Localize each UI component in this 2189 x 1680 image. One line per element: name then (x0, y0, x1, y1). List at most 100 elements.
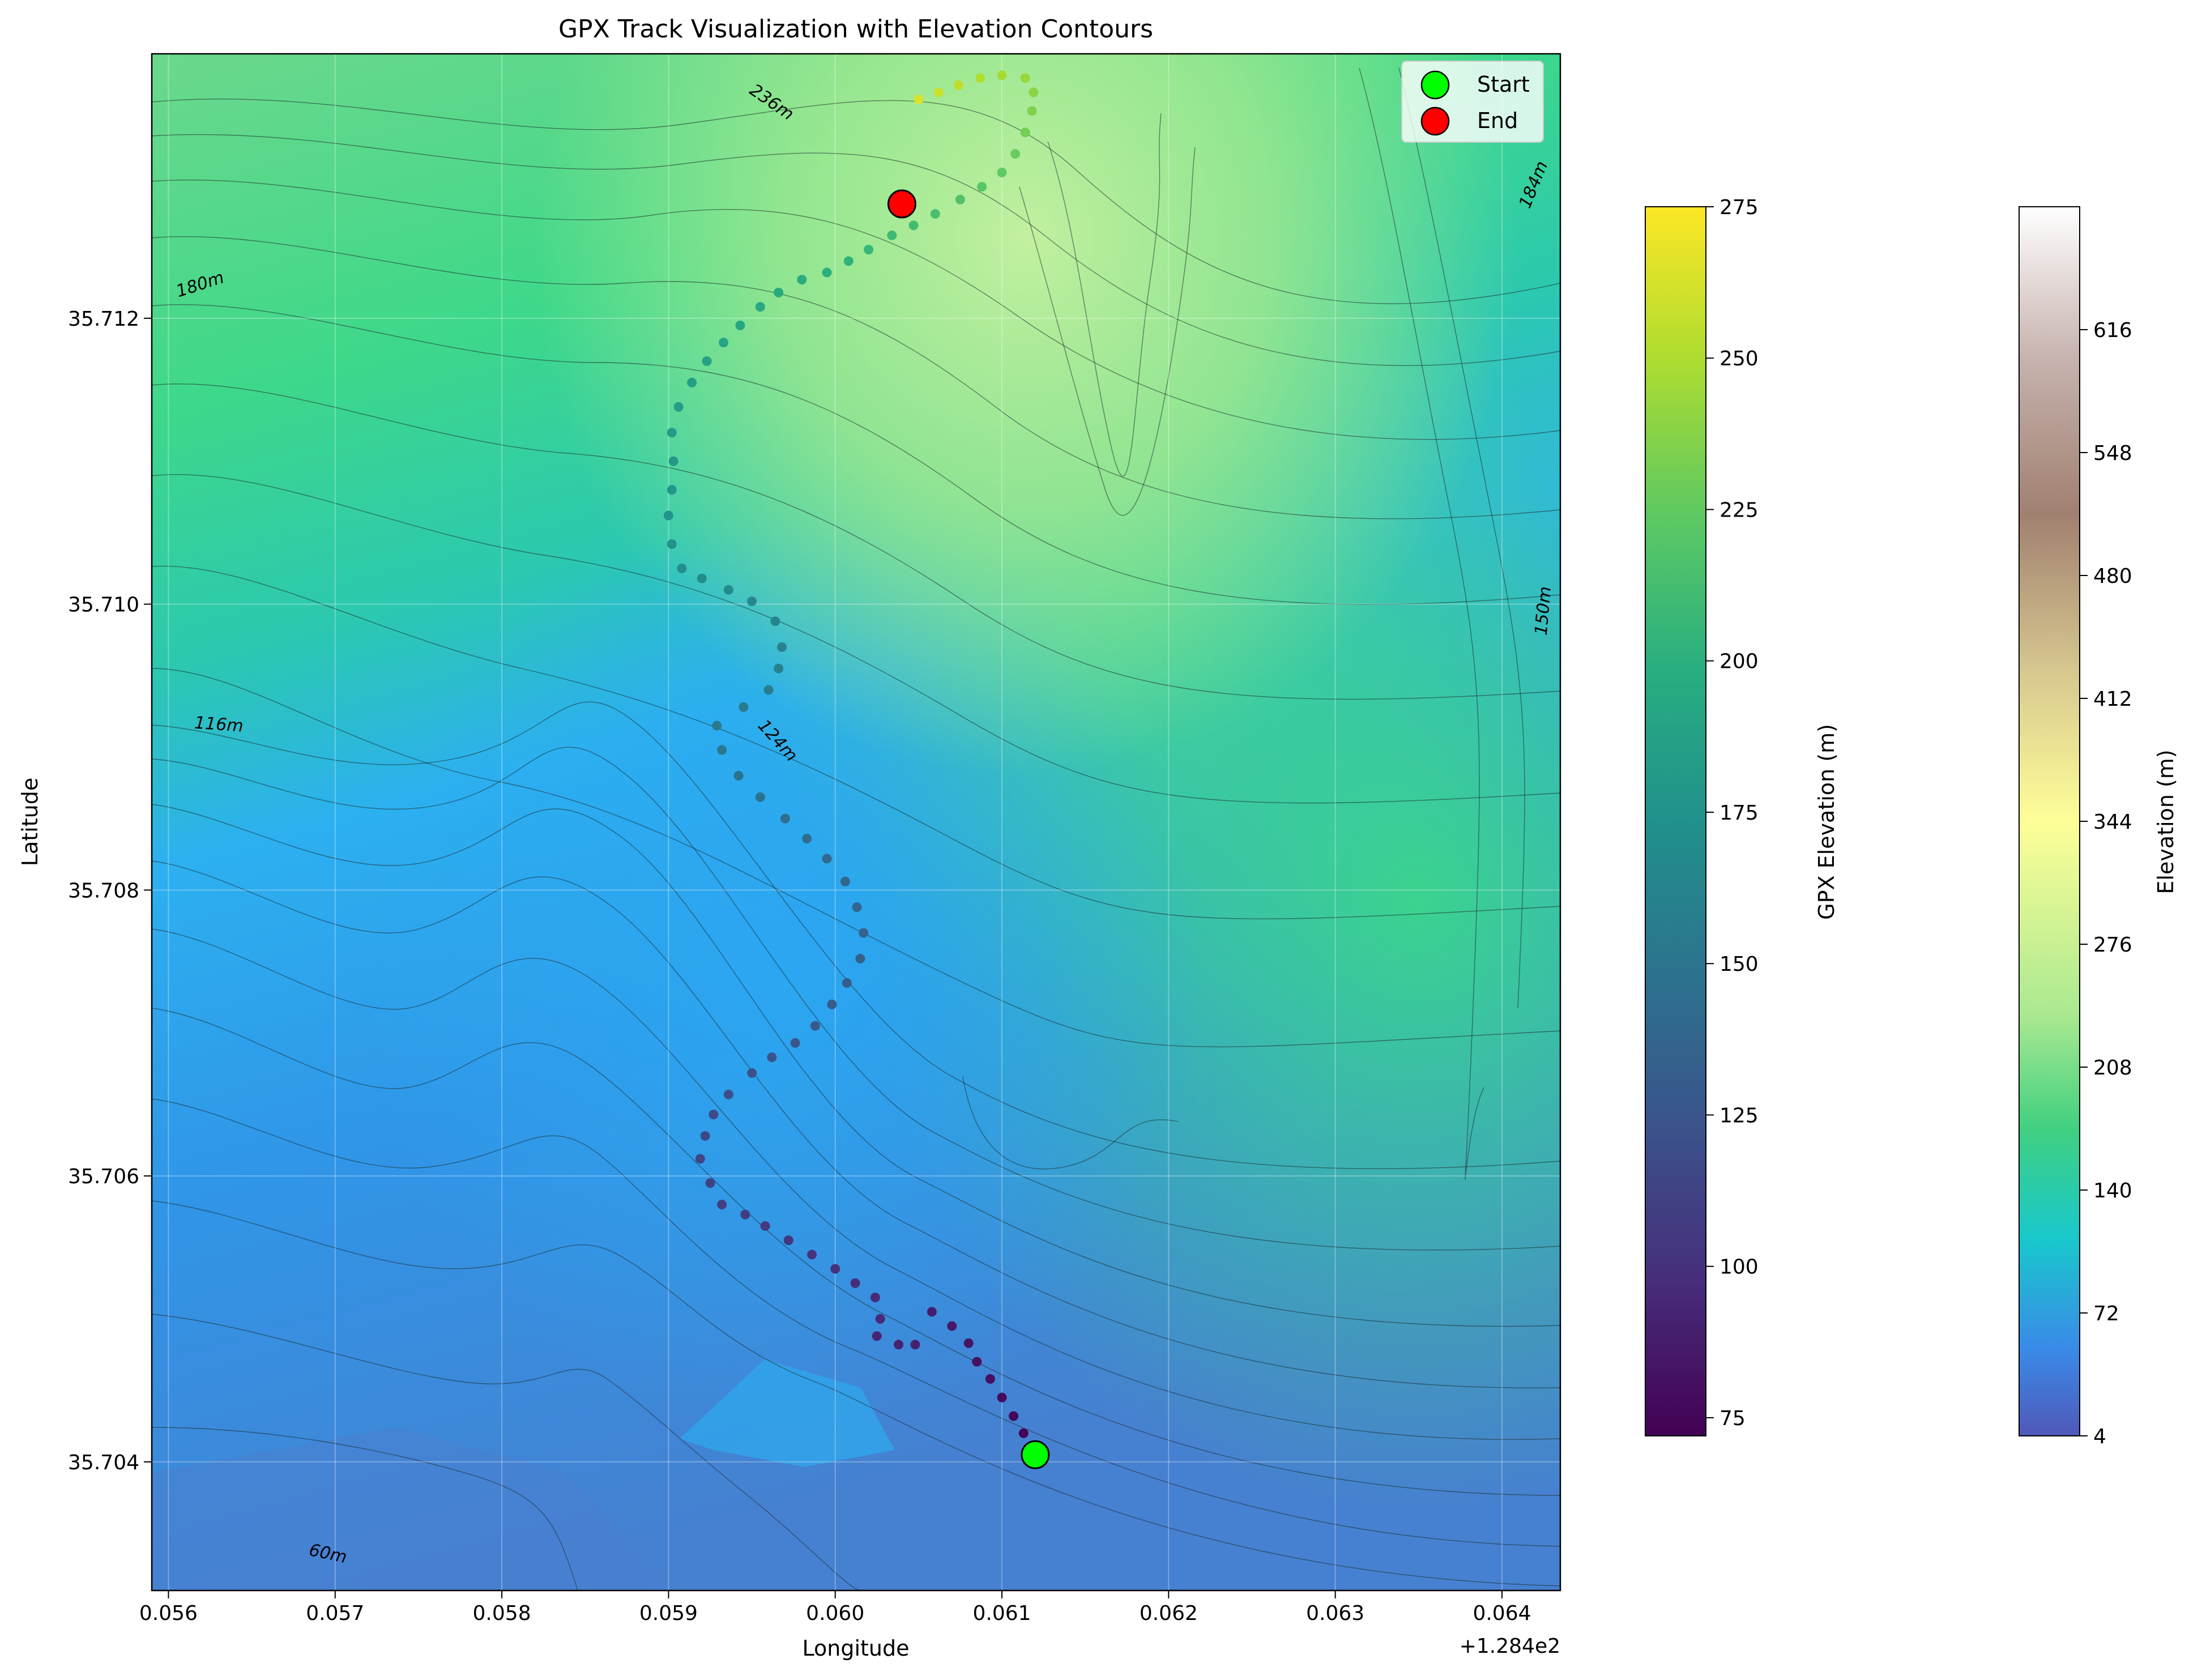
track-point (972, 1357, 982, 1367)
track-point (1010, 149, 1021, 159)
track-point (797, 275, 807, 285)
track-point (887, 231, 897, 241)
track-point (908, 220, 919, 231)
track-point (855, 954, 865, 964)
terrain-peak (152, 54, 1560, 1591)
track-point (975, 73, 985, 83)
track-point (1009, 1411, 1019, 1421)
contour-label: 116m (194, 713, 244, 736)
track-point (977, 182, 987, 192)
contour-label: 150m (1531, 586, 1555, 636)
colorbar-tick-label: 75 (1719, 1407, 1746, 1430)
end-marker (887, 189, 916, 219)
track-point (717, 745, 727, 755)
track-point (673, 402, 684, 412)
track-point (954, 80, 964, 91)
x-tick-label: 0.060 (806, 1602, 864, 1625)
colorbar-gpx-ticks: 75 100 125 150 175 200 225 250 275 (1706, 196, 1759, 1430)
colorbar-tick-label: 150 (1719, 953, 1759, 976)
track-point (780, 813, 790, 824)
track-point (859, 928, 869, 938)
y-tick-label: 35.712 (68, 308, 139, 331)
track-point (687, 377, 697, 387)
colorbar-tick-label: 72 (2093, 1302, 2119, 1325)
x-offset-label: +1.284e2 (1460, 1635, 1560, 1658)
x-tick-label: 0.064 (1473, 1602, 1531, 1625)
track-point (914, 95, 924, 105)
terrain-lowland (152, 1427, 680, 1591)
track-point (1029, 87, 1039, 97)
x-tick-label: 0.057 (306, 1602, 364, 1625)
track-point (774, 287, 784, 297)
colorbar-tick-label: 616 (2093, 319, 2132, 342)
colorbar-tick-label: 4 (2093, 1425, 2106, 1448)
track-point (850, 1278, 860, 1288)
track-point (723, 1089, 733, 1099)
track-point (827, 999, 837, 1009)
colorbar-tick-label: 250 (1719, 347, 1759, 370)
track-point (740, 1209, 750, 1220)
x-axis: 0.056 0.057 0.058 0.059 0.060 0.061 0.062 0.063… (139, 1591, 1531, 1625)
track-point (802, 834, 812, 844)
chart-title: GPX Track Visualization with Elevation C… (558, 15, 1153, 44)
track-markers (887, 189, 1050, 1469)
y-axis-label: Latitude (18, 778, 42, 866)
track-point (755, 302, 765, 312)
y-tick-label: 35.706 (68, 1165, 139, 1188)
track-point (830, 1264, 840, 1274)
track-point (667, 428, 677, 438)
track-point (767, 1052, 777, 1063)
colorbar-tick-label: 344 (2093, 811, 2132, 834)
colorbar-tick-label: 208 (2093, 1056, 2132, 1080)
track-point (870, 1293, 880, 1303)
y-tick-label: 35.710 (68, 594, 139, 617)
track-point (843, 256, 854, 266)
track-point (997, 1392, 1007, 1402)
legend-end-marker (1420, 106, 1450, 136)
colorbar-gpx: 75 100 125 150 175 200 225 250 275 GPX Elevation… (1645, 196, 1839, 1436)
track-point (777, 642, 787, 652)
colorbar-gpx-gradient (1645, 206, 1706, 1436)
terrain-hill-start (680, 1359, 895, 1467)
x-tick-label: 0.062 (1140, 1602, 1198, 1625)
legend: Start End (1401, 61, 1544, 143)
track-point (700, 1131, 710, 1141)
x-tick-label: 0.061 (972, 1602, 1031, 1625)
track-point (667, 539, 677, 549)
track-point (770, 616, 780, 626)
colorbar-terrain: 4 72 140 208 276 344 412 480 548 616 Elevation (m… (2019, 206, 2178, 1448)
track-point (709, 1110, 719, 1120)
track-point (933, 87, 944, 97)
colorbar-terrain-label: Elevation (m) (2153, 749, 2178, 894)
colorbar-tick-label: 100 (1719, 1256, 1759, 1279)
track-point (910, 1340, 920, 1350)
track-point (930, 209, 940, 219)
track-point (695, 1154, 705, 1164)
track-point (997, 167, 1007, 177)
colorbar-tick-label: 225 (1719, 498, 1759, 522)
track-point (864, 245, 874, 255)
track-point (747, 1068, 757, 1078)
y-axis: 35.704 35.706 35.708 35.710 35.712 (68, 308, 152, 1474)
track-point (822, 267, 832, 278)
track-point (719, 338, 729, 348)
colorbar-tick-label: 140 (2093, 1179, 2132, 1203)
legend-start-marker (1420, 70, 1450, 100)
colorbar-tick-label: 480 (2093, 565, 2132, 588)
track-point (712, 720, 722, 731)
y-tick-label: 35.704 (68, 1451, 139, 1474)
track-point (717, 1200, 727, 1210)
colorbar-gpx-label: GPX Elevation (m) (1814, 724, 1839, 920)
track-point (755, 792, 765, 802)
legend-start-label: Start (1477, 72, 1530, 97)
track-point (842, 978, 852, 988)
start-marker (1021, 1440, 1050, 1469)
track-point (1027, 106, 1037, 116)
track-point (852, 902, 862, 913)
colorbar-tick-label: 548 (2093, 442, 2132, 465)
track-point (807, 1250, 817, 1260)
track-point (760, 1221, 770, 1231)
track-point (735, 321, 745, 331)
